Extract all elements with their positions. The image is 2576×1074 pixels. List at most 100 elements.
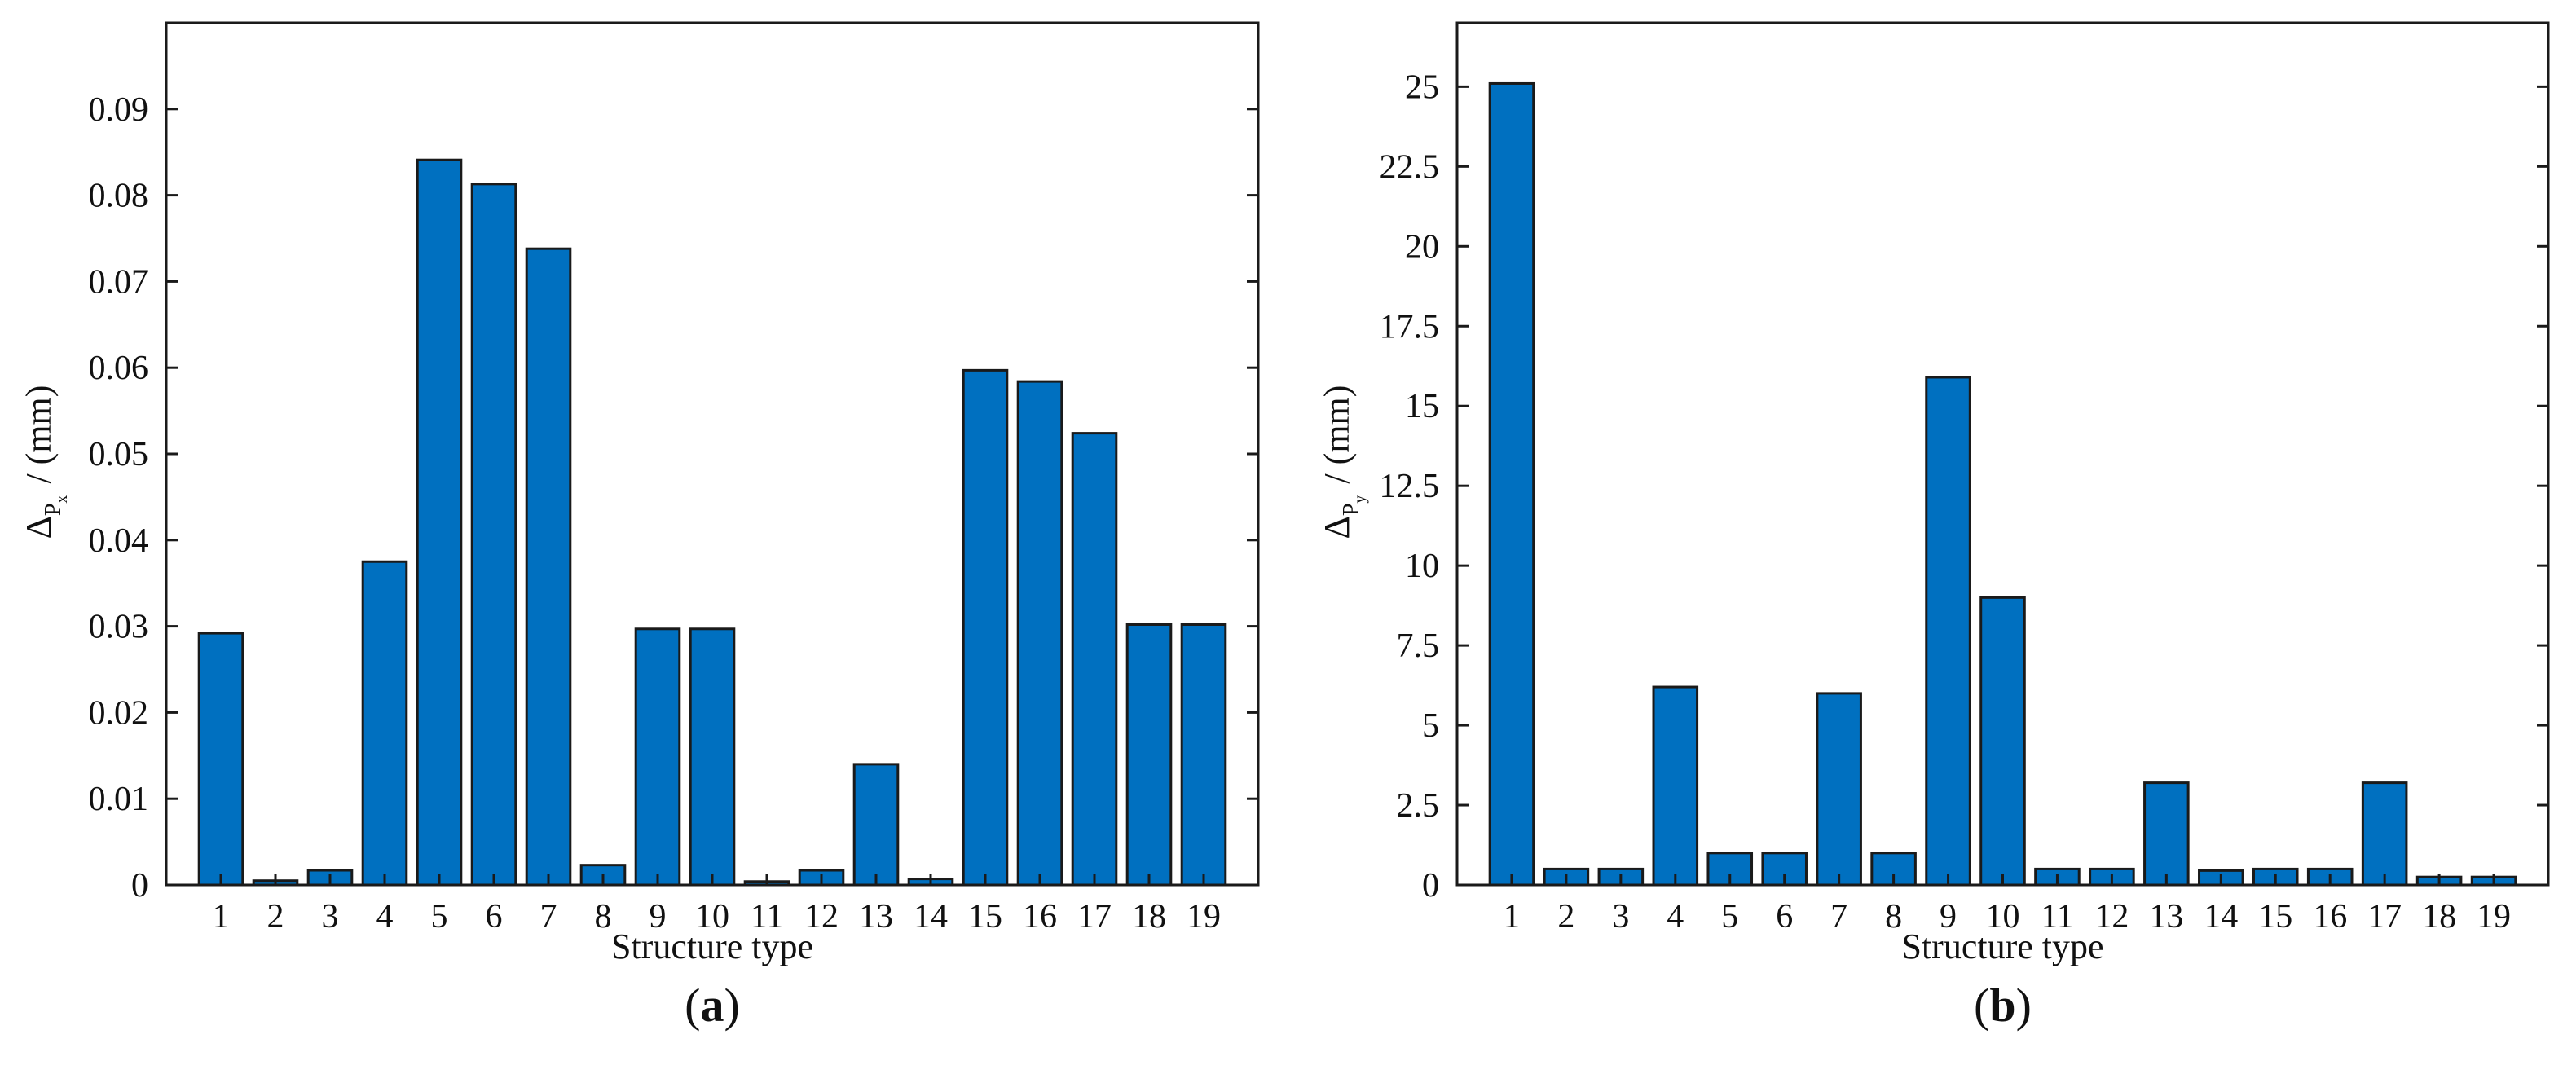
bar [361,560,408,887]
panel-label-open: ( [685,979,700,1032]
y-tick-label: 20 [1405,228,1439,266]
bar [525,247,572,887]
x-tick-label: 3 [322,898,339,935]
x-tick-label: 12 [804,898,839,935]
x-tick-label: 12 [2094,898,2129,935]
x-tick-label: 4 [376,898,394,935]
panel-label: (a) [685,979,740,1032]
bar [634,627,681,887]
y-tick-label: 0.08 [89,178,149,215]
x-tick-label: 4 [1667,898,1684,935]
x-tick-label: 3 [1612,898,1629,935]
y-tick-label: 10 [1405,548,1439,585]
x-tick-label: 7 [1830,898,1847,935]
bar [962,368,1009,887]
x-tick-label: 19 [2477,898,2511,935]
bar [1816,692,1862,887]
x-tick-label: 1 [213,898,230,935]
x-tick-label: 1 [1503,898,1520,935]
bar [1071,432,1118,887]
y-axis-subsubscript: x [53,495,71,504]
y-tick-label: 0 [1422,867,1439,905]
x-tick-label: 5 [1721,898,1738,935]
x-tick-label: 19 [1187,898,1221,935]
x-tick-label: 13 [2149,898,2183,935]
y-tick-label: 0.05 [89,436,149,473]
x-tick-label: 10 [1986,898,2020,935]
x-tick-label: 18 [1132,898,1166,935]
y-tick-label: 17.5 [1380,308,1440,346]
y-tick-label: 0.02 [89,694,149,732]
bar [197,632,244,887]
y-axis-subscript: P [41,504,66,517]
bar [416,158,463,887]
x-tick-label: 11 [751,898,783,935]
panel-label-open: ( [1974,979,1989,1032]
panel-label-close: ) [724,979,740,1032]
x-tick-label: 14 [914,898,948,935]
y-axis-unit: / (mm) [1317,385,1357,484]
y-axis-symbol: Δ [19,516,59,539]
x-tick-label: 15 [968,898,1002,935]
y-tick-label: 2.5 [1397,787,1440,825]
y-tick-label: 0.06 [89,350,149,387]
bar [1979,596,2026,887]
y-axis-unit: / (mm) [19,385,59,484]
bar [852,763,900,887]
panel-label-letter: b [1989,979,2015,1032]
x-tick-label: 18 [2422,898,2456,935]
y-axis-label: ΔPy / (mm) [1317,385,1369,539]
y-tick-label: 25 [1405,68,1439,106]
y-axis-subscript: P [1339,504,1364,517]
y-tick-label: 7.5 [1397,627,1440,665]
bar [2361,781,2408,887]
bar [1016,380,1063,887]
x-tick-label: 17 [1077,898,1112,935]
x-tick-label: 16 [1023,898,1057,935]
panel-label: (b) [1974,979,2032,1032]
panel-label-letter: a [701,979,724,1032]
x-tick-label: 8 [595,898,612,935]
bar [1180,623,1227,887]
panel-a-chart: 0 0.01 0.02 0.03 0.04 0.05 0.06 0.07 0.08 0.09 1 2 3… [19,21,1260,1032]
x-tick-label: 9 [650,898,667,935]
bar [2143,781,2190,887]
x-tick-label: 13 [859,898,893,935]
y-tick-label: 0.07 [89,263,149,301]
y-tick-label: 0.03 [89,609,149,646]
x-tick-label: 14 [2204,898,2238,935]
bar [470,183,517,887]
panel-label-close: ) [2016,979,2032,1032]
y-axis-label: ΔPx / (mm) [19,385,71,539]
y-axis-subsubscript: y [1351,495,1369,504]
x-tick-label: 7 [540,898,557,935]
x-tick-label: 6 [1776,898,1793,935]
x-axis-label: Structure type [611,927,813,966]
y-tick-label: 0.04 [89,522,149,560]
y-tick-label: 0.09 [89,91,149,129]
y-tick-label: 5 [1422,707,1439,745]
bar [689,627,736,887]
x-tick-label: 11 [2041,898,2073,935]
y-tick-label: 22.5 [1380,148,1440,186]
y-tick-label: 0.01 [89,781,149,818]
x-tick-label: 6 [486,898,503,935]
bar [1125,623,1173,887]
x-tick-label: 10 [695,898,729,935]
x-tick-label: 2 [1557,898,1574,935]
x-tick-label: 5 [431,898,448,935]
x-tick-label: 9 [1940,898,1957,935]
y-tick-label: 15 [1405,388,1439,425]
bar [1652,685,1699,887]
y-tick-label: 12.5 [1380,468,1440,505]
y-tick-label: 0 [131,867,148,905]
x-tick-label: 17 [2367,898,2402,935]
y-axis-symbol: Δ [1317,516,1357,539]
x-tick-label: 15 [2258,898,2292,935]
x-tick-label: 2 [267,898,284,935]
x-tick-label: 16 [2313,898,2347,935]
x-tick-label: 8 [1885,898,1902,935]
x-axis-label: Structure type [1901,927,2103,966]
